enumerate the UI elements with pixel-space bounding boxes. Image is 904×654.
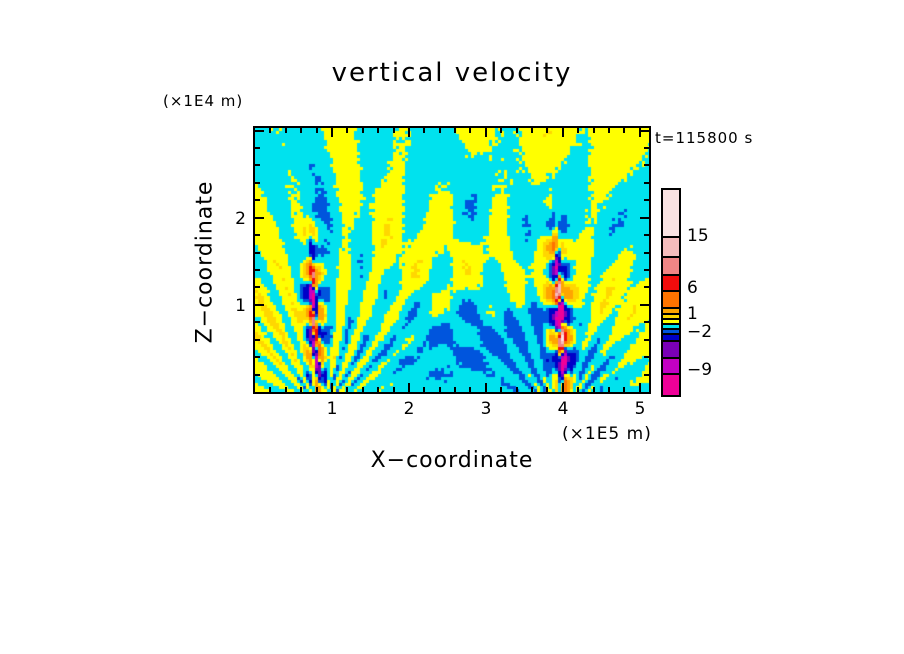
colorbar-segment	[663, 313, 679, 318]
colorbar-segment	[663, 373, 679, 395]
x-tick-label: 5	[634, 399, 646, 419]
colorbar-segment	[663, 340, 679, 357]
plot-area	[253, 126, 651, 394]
colorbar-level-label: −2	[687, 322, 713, 342]
y-tick-label: 1	[235, 296, 246, 316]
colorbar-segment	[663, 290, 679, 307]
x-tick-label: 1	[326, 399, 338, 419]
colorbar-segment	[663, 236, 679, 256]
colorbar-segment	[663, 318, 679, 323]
colorbar-segment	[663, 357, 679, 373]
colorbar	[661, 188, 681, 397]
colorbar-segment	[663, 190, 679, 236]
colorbar-level-label: 15	[687, 226, 709, 246]
x-axis-title: X−coordinate	[370, 448, 534, 473]
contour-field	[255, 128, 649, 392]
x-tick-label: 2	[403, 399, 415, 419]
y-axis-unit-label: (×1E4 m)	[163, 92, 244, 110]
colorbar-segment	[663, 323, 679, 328]
colorbar-segment	[663, 328, 679, 333]
colorbar-segment	[663, 256, 679, 274]
y-tick-label: 2	[235, 209, 246, 229]
x-axis-unit-label: (×1E5 m)	[562, 424, 652, 444]
colorbar-segment	[663, 274, 679, 290]
colorbar-level-label: 1	[687, 304, 698, 324]
x-tick-label: 4	[557, 399, 569, 419]
timestamp-label: t=115800 s	[655, 129, 754, 147]
colorbar-level-label: −9	[687, 360, 713, 380]
colorbar-level-label: 6	[687, 278, 698, 298]
chart-title: vertical velocity	[331, 58, 573, 88]
x-tick-label: 3	[480, 399, 492, 419]
colorbar-segment	[663, 333, 679, 340]
colorbar-segment	[663, 307, 679, 313]
y-axis-title: Z−coordinate	[192, 180, 218, 344]
